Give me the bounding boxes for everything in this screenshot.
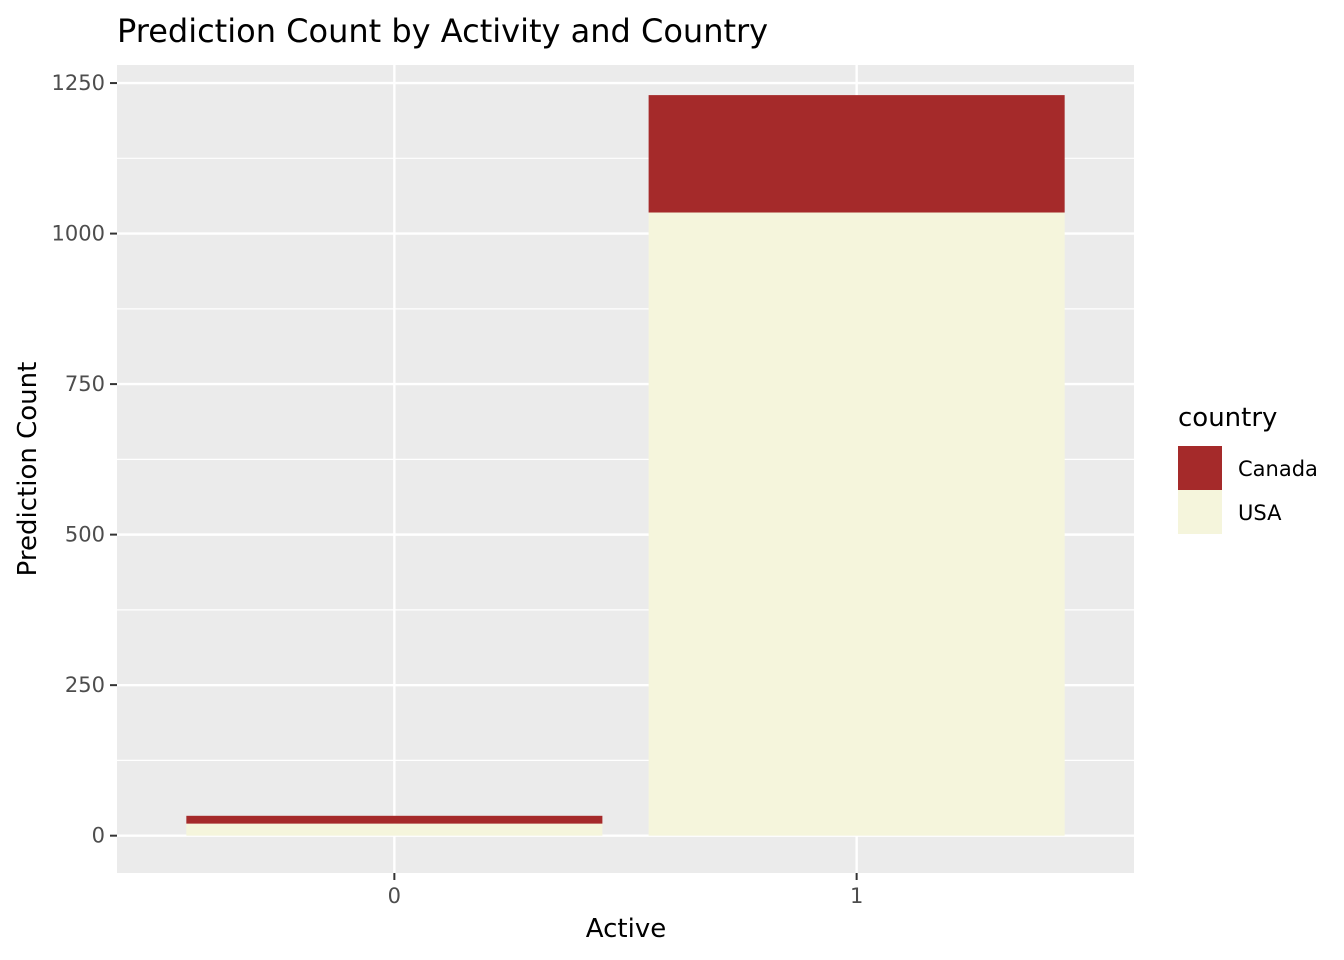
x-axis-title: Active (586, 914, 666, 944)
bars (186, 95, 1065, 836)
bar-canada-0 (186, 815, 603, 824)
chart-title: Prediction Count by Activity and Country (117, 12, 768, 50)
x-tick-label: 0 (388, 884, 401, 908)
legend-title: country (1178, 403, 1277, 433)
y-tick-label: 500 (65, 523, 105, 547)
y-tick-label: 1000 (52, 222, 105, 246)
legend: country Canada USA (1178, 403, 1318, 534)
bar-canada-1 (648, 95, 1065, 213)
y-tick-label: 1250 (52, 71, 105, 95)
legend-key-usa (1178, 490, 1222, 534)
legend-label-canada: Canada (1238, 457, 1318, 481)
legend-key-canada (1178, 446, 1222, 490)
y-axis-title: Prediction Count (13, 362, 43, 577)
axes: 0 250 500 750 1000 1250 0 1 (52, 71, 864, 908)
x-tick-label: 1 (850, 884, 863, 908)
bar-usa-1 (648, 212, 1065, 836)
y-tick-label: 0 (92, 824, 105, 848)
bar-usa-0 (186, 823, 603, 836)
legend-label-usa: USA (1238, 501, 1282, 525)
y-tick-label: 250 (65, 673, 105, 697)
y-tick-label: 750 (65, 372, 105, 396)
